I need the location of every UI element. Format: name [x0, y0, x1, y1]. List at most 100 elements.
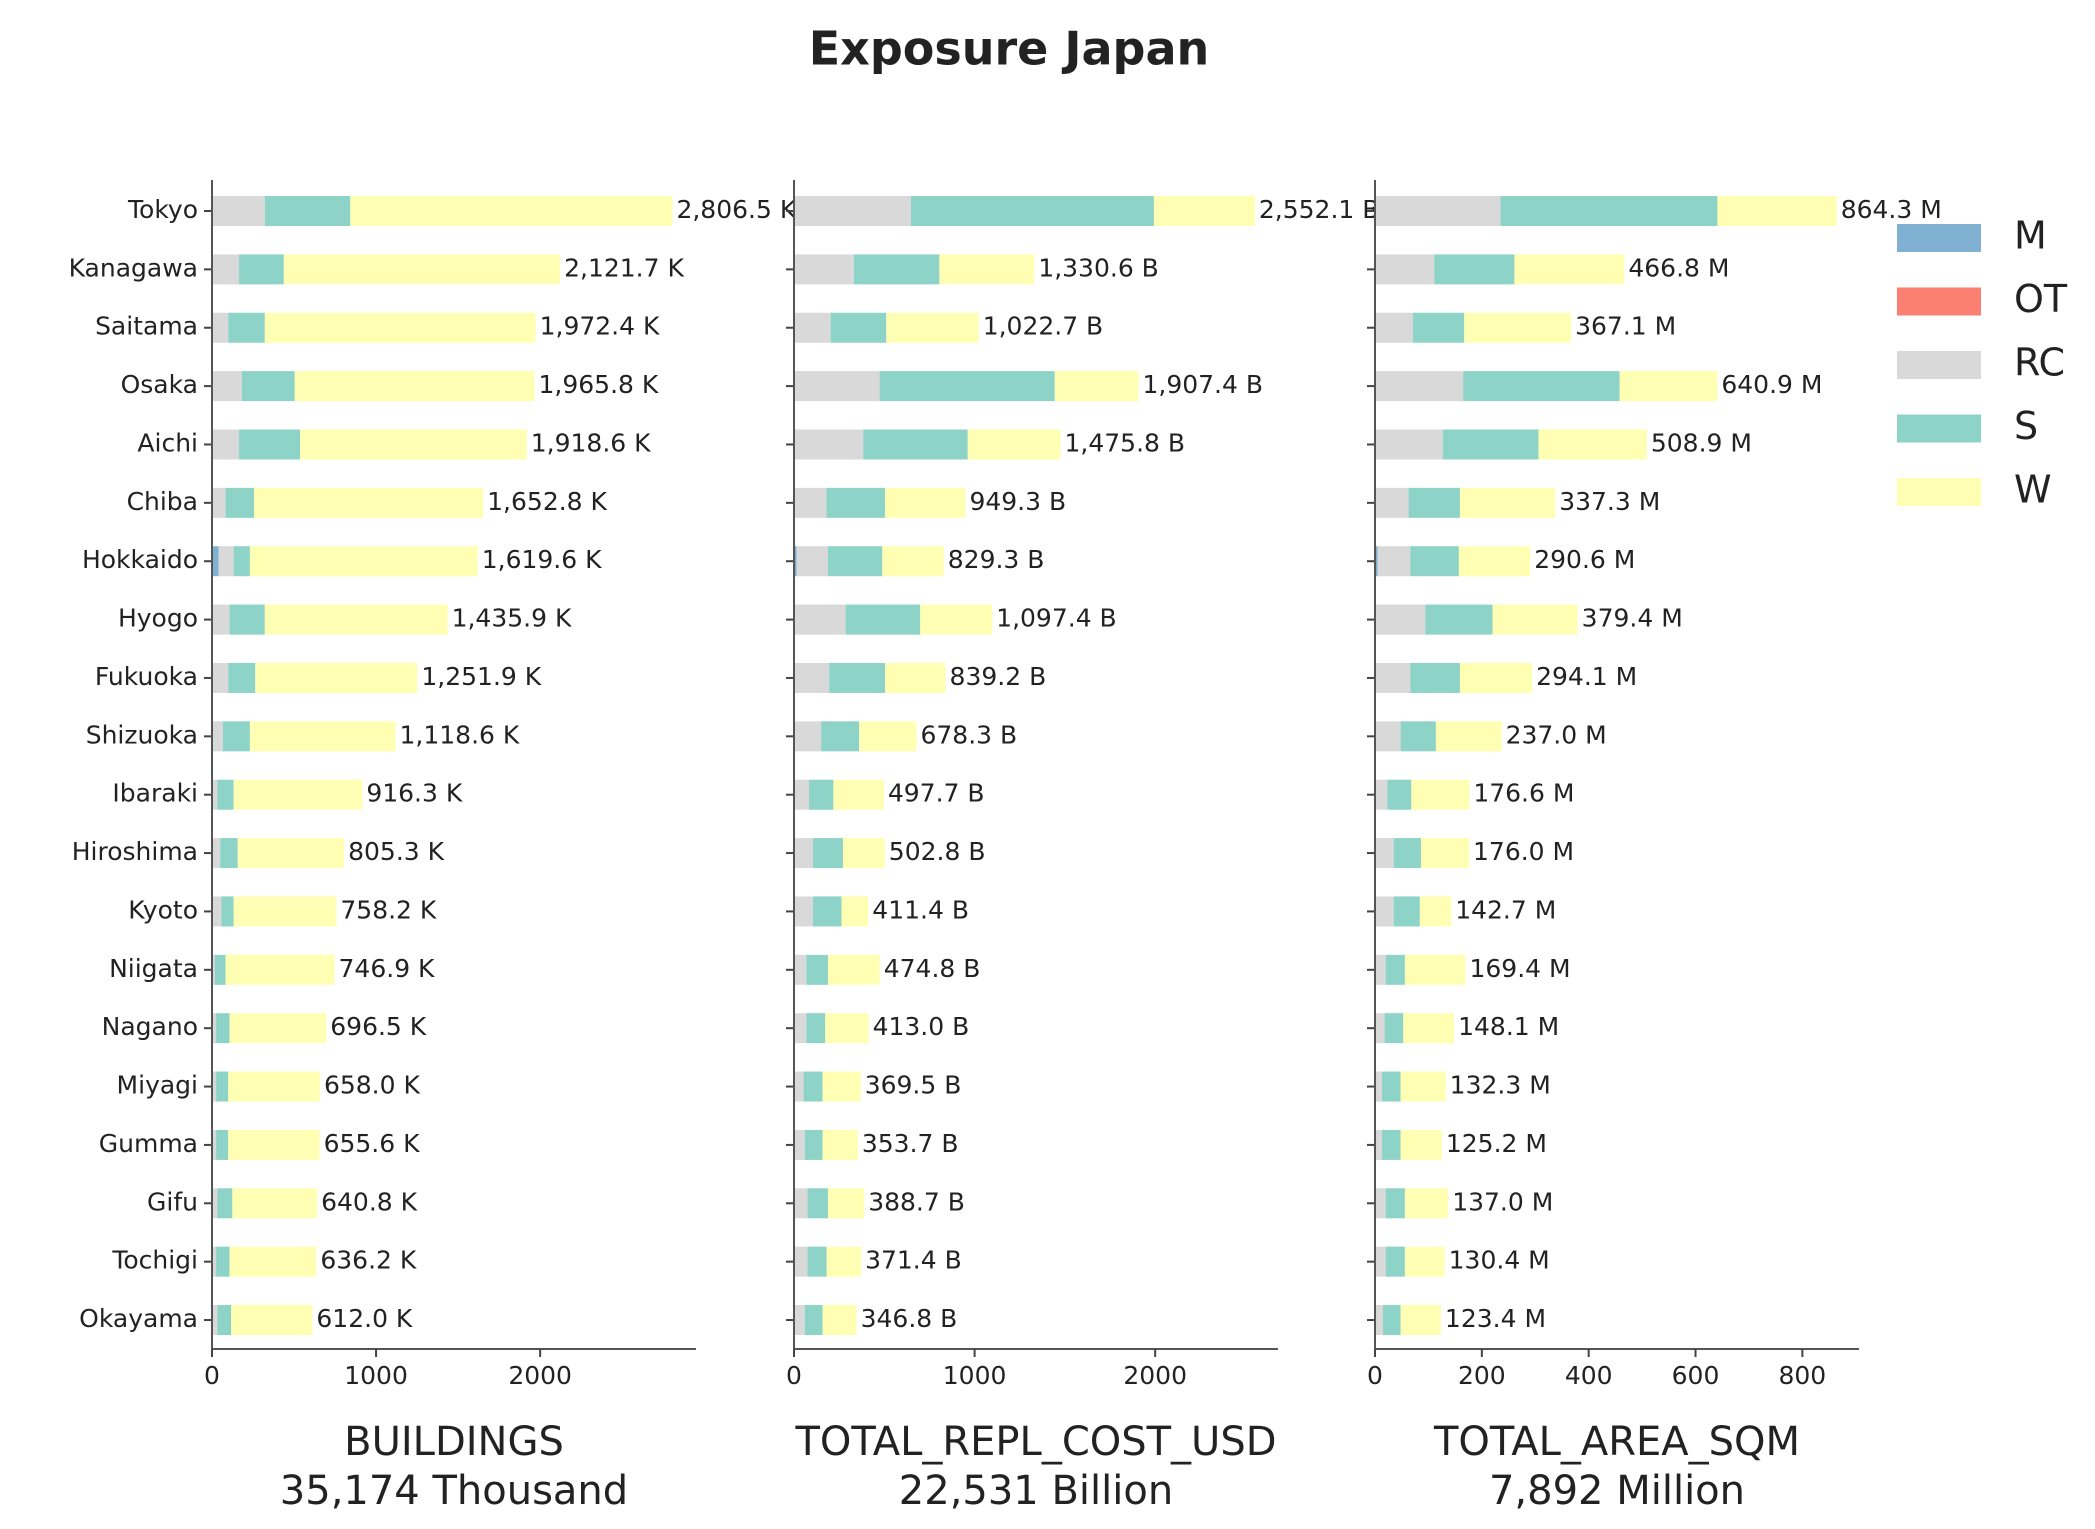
- total-label: 169.4 M: [1469, 954, 1570, 983]
- total-label: 367.1 M: [1575, 312, 1676, 341]
- bar-segment: [967, 429, 1061, 460]
- bar-segment: [212, 312, 229, 343]
- bar-segment: [300, 429, 527, 460]
- bar-segment: [237, 838, 345, 869]
- bar-segment: [794, 896, 813, 927]
- legend-swatch: [1897, 414, 1981, 443]
- bar-segment: [794, 721, 822, 752]
- total-label: 839.2 B: [950, 662, 1047, 691]
- total-label: 1,965.8 K: [539, 370, 659, 399]
- y-tick-label: Tokyo: [127, 195, 198, 224]
- x-tick-label: 1000: [344, 1361, 408, 1390]
- bar-segment: [794, 371, 880, 402]
- bar-segment: [1375, 1246, 1386, 1277]
- x-tick-label: 800: [1779, 1361, 1827, 1390]
- total-label: 508.9 M: [1651, 428, 1752, 457]
- bar-segment: [794, 254, 854, 285]
- chart-title: Exposure Japan: [809, 22, 1210, 76]
- y-tick-label: Nagano: [102, 1012, 198, 1041]
- total-label: 658.0 K: [324, 1071, 421, 1100]
- bar-segment: [249, 721, 396, 752]
- bar-segment: [350, 196, 673, 226]
- legend-label: OT: [2014, 277, 2068, 321]
- bar-segment: [822, 1305, 857, 1336]
- bar-segment: [212, 254, 240, 285]
- bar-segment: [255, 662, 418, 693]
- bar-segment: [1404, 954, 1466, 985]
- bar-segment: [1463, 371, 1620, 402]
- total-label: 148.1 M: [1458, 1012, 1559, 1041]
- total-label: 142.7 M: [1455, 895, 1556, 924]
- bar-segment: [1375, 779, 1388, 810]
- bar-segment: [1425, 604, 1493, 635]
- total-label: 1,330.6 B: [1038, 253, 1159, 282]
- bar-segment: [212, 721, 223, 752]
- bar-segment: [1375, 662, 1411, 693]
- total-label: 497.7 B: [888, 779, 985, 808]
- bar-segment: [239, 429, 301, 460]
- bar-segment: [1375, 254, 1435, 285]
- bar-segment: [859, 721, 917, 752]
- total-label: 949.3 B: [969, 487, 1066, 516]
- bar-segment: [822, 1071, 861, 1102]
- bar-segment: [1400, 721, 1436, 752]
- bar-segment: [216, 1129, 229, 1160]
- x-axis-subtitle: 35,174 Thousand: [280, 1468, 628, 1514]
- bar-segment: [233, 779, 363, 810]
- bar-segment: [1404, 1246, 1445, 1277]
- y-tick-label: Osaka: [121, 370, 198, 399]
- total-label: 1,619.6 K: [482, 545, 602, 574]
- bar-segment: [1375, 1188, 1386, 1219]
- bar-segment: [1375, 371, 1464, 402]
- bar-segment: [221, 896, 234, 927]
- x-axis-label: TOTAL_REPL_COST_USD: [794, 1419, 1276, 1465]
- bar-segment: [212, 662, 229, 693]
- bar-segment: [804, 1305, 823, 1336]
- bar-segment: [806, 1013, 826, 1044]
- legend-label: S: [2014, 404, 2038, 448]
- total-label: 864.3 M: [1841, 195, 1942, 224]
- bar-segment: [1385, 1188, 1405, 1219]
- bar-segment: [1381, 1071, 1401, 1102]
- bar-segment: [827, 954, 880, 985]
- bar-segment: [829, 662, 886, 693]
- bar-segment: [882, 546, 944, 577]
- bar-segment: [212, 1129, 217, 1160]
- bar-segment: [812, 896, 842, 927]
- bar-segment: [1400, 1129, 1442, 1160]
- bar-segment: [794, 1305, 805, 1336]
- bar-segment: [217, 1305, 232, 1336]
- total-label: 1,097.4 B: [996, 604, 1117, 633]
- total-label: 1,918.6 K: [531, 428, 651, 457]
- bar-segment: [212, 429, 240, 460]
- bar-segment: [794, 429, 864, 460]
- total-label: 474.8 B: [884, 954, 981, 983]
- bar-segment: [217, 1188, 233, 1219]
- total-label: 466.8 M: [1628, 253, 1729, 282]
- bar-segment: [806, 954, 828, 985]
- total-label: 1,022.7 B: [983, 312, 1104, 341]
- bar-segment: [879, 371, 1055, 402]
- bar-segment: [239, 254, 284, 285]
- bar-segment: [229, 1013, 327, 1044]
- bar-segment: [812, 838, 843, 869]
- x-tick-label: 200: [1458, 1361, 1506, 1390]
- bar-segment: [830, 312, 887, 343]
- bar-segment: [212, 779, 218, 810]
- bar-segment: [1393, 838, 1421, 869]
- bar-segment: [845, 604, 921, 635]
- total-label: 369.5 B: [865, 1071, 962, 1100]
- bar-segment: [216, 1246, 230, 1277]
- bar-segment: [794, 838, 813, 869]
- bar-segment: [1408, 487, 1460, 518]
- total-label: 1,475.8 B: [1065, 428, 1186, 457]
- total-label: 125.2 M: [1446, 1129, 1547, 1158]
- bar-segment: [212, 1305, 218, 1336]
- bar-segment: [853, 254, 940, 285]
- bar-segment: [803, 1071, 823, 1102]
- bar-segment: [1514, 254, 1625, 285]
- bar-segment: [1383, 1305, 1401, 1336]
- bar-segment: [225, 954, 335, 985]
- bar-segment: [939, 254, 1035, 285]
- bar-segment: [807, 1188, 828, 1219]
